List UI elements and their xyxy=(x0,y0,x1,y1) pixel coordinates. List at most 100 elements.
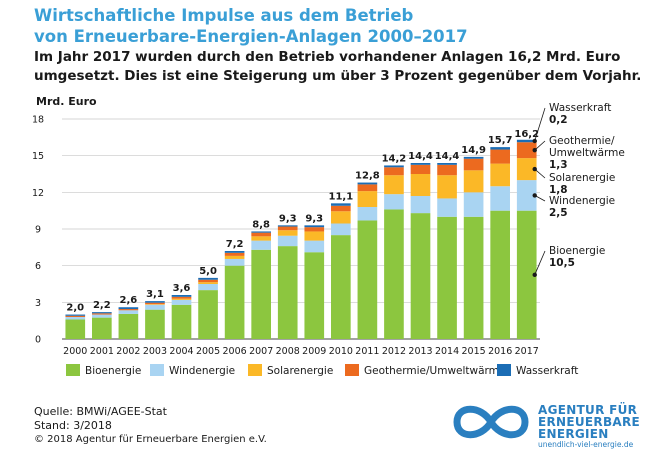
bar-segment-hydro xyxy=(357,182,378,185)
legend-label-bio: Bioenergie xyxy=(85,365,141,377)
bar-total-label: 2,6 xyxy=(120,295,138,306)
annotation-leader-solar xyxy=(534,168,546,179)
bar-segment-wind xyxy=(224,258,245,266)
bar-segment-solar xyxy=(145,304,165,305)
bar-total-label: 8,8 xyxy=(252,219,270,230)
annotation-name-geo: Geothermie/ xyxy=(549,135,615,147)
stacked-bar-chart: Mrd. Euro 0 3 6 9 12 15 18 2,0 2000 2,2 2001 2,6 2002… xyxy=(32,95,625,377)
bar-segment-solar xyxy=(490,163,510,187)
bar-segment-hydro xyxy=(463,156,484,159)
bar-total-label: 14,4 xyxy=(408,151,433,162)
annotation-name-solar: Solarenergie xyxy=(549,172,615,184)
chart-title-line-2: von Erneuerbare-Energien-Anlagen 2000–20… xyxy=(34,27,468,46)
x-tick-label: 2015 xyxy=(462,346,486,357)
bar-segment-geo xyxy=(410,164,431,174)
bar-segment-solar xyxy=(277,230,298,236)
bar-segment-geo xyxy=(118,309,139,311)
y-axis-label: Mrd. Euro xyxy=(36,95,97,108)
bar-segment-bio xyxy=(516,210,537,339)
legend-swatch-hydro xyxy=(497,364,511,376)
x-tick-label: 2007 xyxy=(249,346,273,357)
bar-total-label: 15,7 xyxy=(488,135,513,146)
bar-segment-solar xyxy=(251,236,271,241)
bar-segment-geo xyxy=(304,227,325,232)
bar-segment-geo xyxy=(331,205,351,212)
bar-segment-bio xyxy=(437,216,457,339)
bar-segment-solar xyxy=(304,231,325,241)
bar-total-label: 11,1 xyxy=(328,191,353,202)
bar-segment-hydro xyxy=(437,163,457,165)
logo-text-line-1: AGENTUR FÜR xyxy=(538,403,638,417)
logo-text-line-3: ENERGIEN xyxy=(538,427,609,441)
bar-segment-wind xyxy=(410,196,431,214)
x-tick-label: 2014 xyxy=(435,346,459,357)
bar-segment-wind xyxy=(516,180,537,211)
legend-label-geo: Geothermie/Umweltwärme xyxy=(364,365,505,377)
bar-segment-wind xyxy=(65,317,86,320)
bar-segment-geo xyxy=(463,158,484,171)
logo-url: unendlich-viel-energie.de xyxy=(538,440,634,449)
bar-segment-bio xyxy=(410,213,431,339)
bar-segment-wind xyxy=(437,198,457,217)
chart-subtitle-line-1: Im Jahr 2017 wurden durch den Betrieb vo… xyxy=(34,49,621,65)
bar-total-label: 2,0 xyxy=(66,303,84,314)
bar-segment-solar xyxy=(331,211,351,224)
bar-segment-solar xyxy=(198,282,218,284)
bar-segment-hydro xyxy=(331,203,351,206)
bar-segment-geo xyxy=(224,252,245,256)
bar-segment-wind xyxy=(145,304,165,310)
annotation-leader-bio xyxy=(534,250,546,275)
y-tick-label: 12 xyxy=(32,188,44,199)
bar-segment-geo xyxy=(198,279,218,283)
y-tick-label: 9 xyxy=(35,225,41,236)
bar-total-label: 16,2 xyxy=(514,129,539,140)
bar-segment-solar xyxy=(171,298,192,300)
bar-total-label: 3,1 xyxy=(146,289,164,300)
bar-total-label: 14,2 xyxy=(382,153,407,164)
legend-label-solar: Solarenergie xyxy=(267,365,333,377)
bar-total-label: 9,3 xyxy=(305,213,323,224)
bar-segment-hydro xyxy=(251,231,271,233)
legend-swatch-solar xyxy=(248,364,262,376)
bar-total-label: 14,4 xyxy=(435,151,460,162)
x-tick-label: 2004 xyxy=(169,346,193,357)
bar-segment-hydro xyxy=(277,225,298,227)
bar-segment-wind xyxy=(304,240,325,253)
bar-segment-bio xyxy=(224,265,245,339)
annotation-name-geo: Umweltwärme xyxy=(549,147,625,159)
bar-segment-hydro xyxy=(118,307,139,310)
status-note: Stand: 3/2018 xyxy=(34,419,112,432)
legend-swatch-bio xyxy=(66,364,80,376)
bar-total-label: 2,2 xyxy=(93,300,111,311)
x-tick-label: 2001 xyxy=(90,346,114,357)
bar-segment-wind xyxy=(171,299,192,305)
bar-segment-geo xyxy=(145,302,165,305)
bar-segment-wind xyxy=(490,186,510,211)
bar-total-label: 5,0 xyxy=(199,266,217,277)
x-tick-label: 2005 xyxy=(196,346,220,357)
bar-segment-bio xyxy=(331,235,351,339)
bar-segment-bio xyxy=(277,246,298,339)
bar-segment-bio xyxy=(171,304,192,339)
bar-segment-geo xyxy=(384,167,404,176)
legend-swatch-wind xyxy=(150,364,164,376)
y-tick-label: 0 xyxy=(35,335,41,346)
bar-segment-solar xyxy=(224,255,245,259)
bar-total-label: 12,8 xyxy=(355,171,380,182)
bar-segment-wind xyxy=(357,207,378,221)
source-note: Quelle: BMWi/AGEE-Stat xyxy=(34,405,167,418)
legend-label-wind: Windenergie xyxy=(169,365,235,377)
bar-segment-wind xyxy=(92,314,112,318)
bar-segment-bio xyxy=(304,252,325,339)
bar-segment-solar xyxy=(357,191,378,207)
bar-segment-hydro xyxy=(224,251,245,253)
x-tick-label: 2017 xyxy=(515,346,539,357)
bar-segment-hydro xyxy=(384,165,404,168)
bar-total-label: 7,2 xyxy=(226,239,244,250)
bar-segment-solar xyxy=(516,158,537,181)
bar-segment-bio xyxy=(251,249,271,339)
bar-segment-solar xyxy=(384,175,404,195)
bar-segment-hydro xyxy=(410,163,431,165)
x-tick-label: 2010 xyxy=(329,346,353,357)
x-tick-label: 2008 xyxy=(276,346,300,357)
